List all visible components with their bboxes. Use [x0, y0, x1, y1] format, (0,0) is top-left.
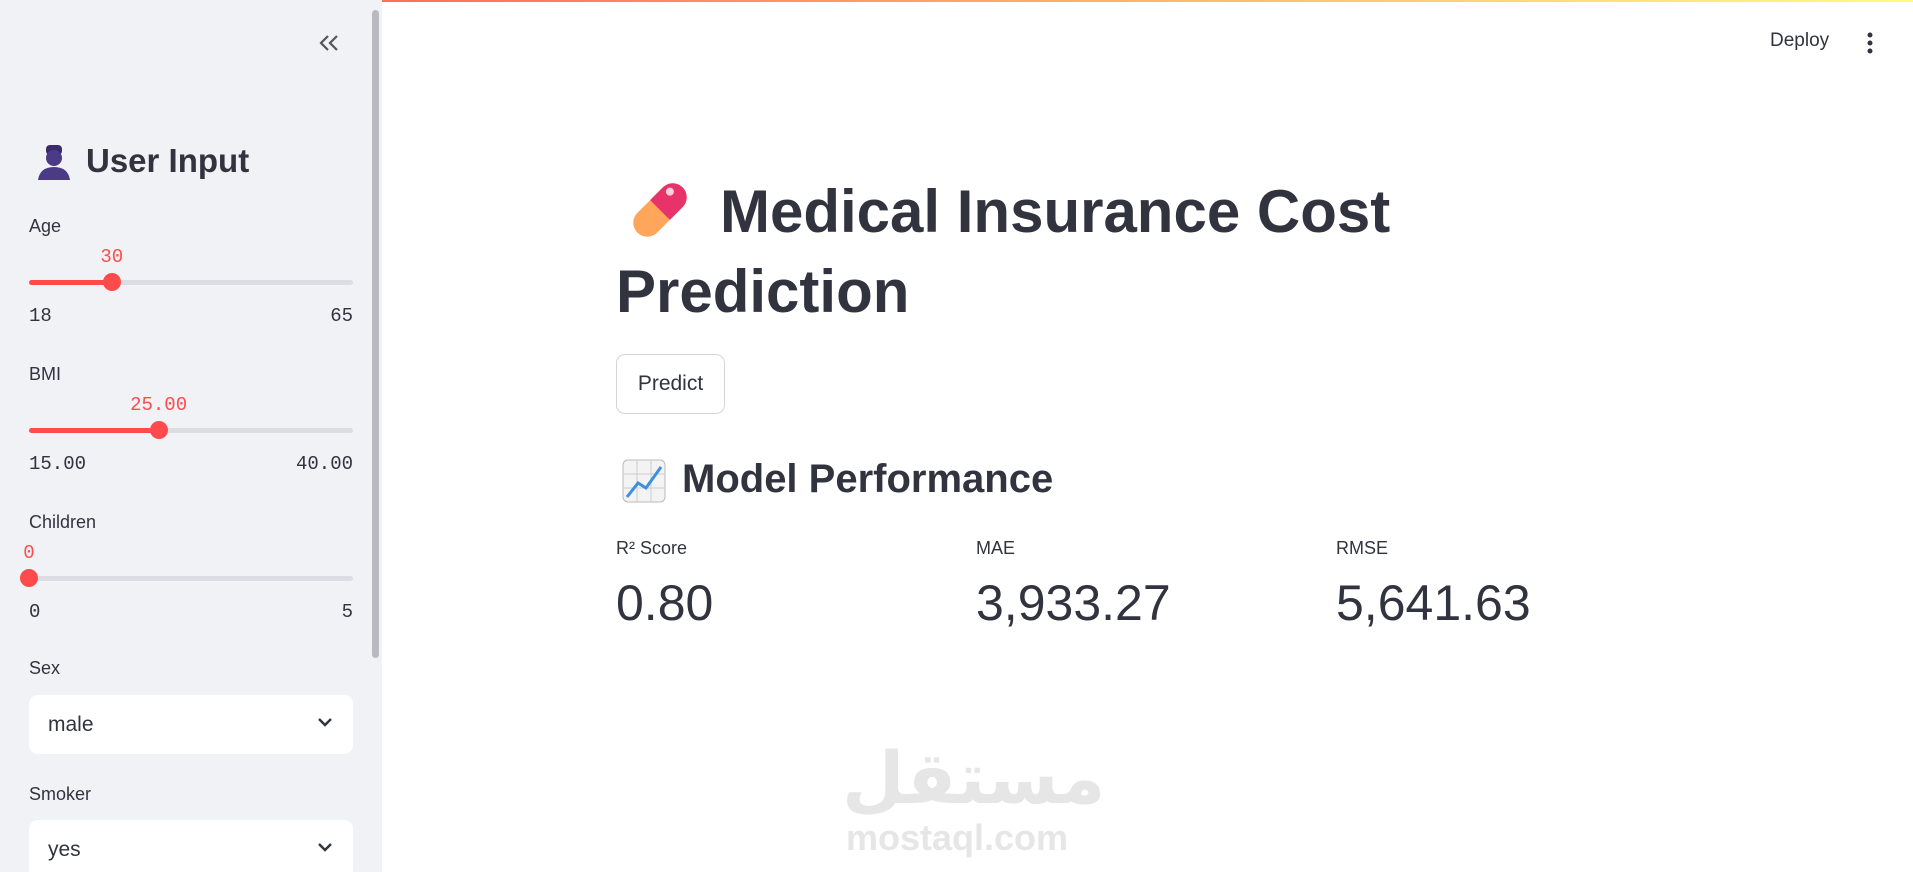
- predict-button[interactable]: Predict: [616, 354, 725, 414]
- select-value: male: [48, 713, 94, 736]
- slider-label: Age: [29, 216, 62, 236]
- slider-max: 40.00: [295, 453, 353, 475]
- slider-track[interactable]: [29, 280, 353, 285]
- sidebar: User Input Age 30 18 65 BMI 25.00 15.00 40.00 Ch…: [0, 0, 382, 872]
- slider-max: 65: [330, 305, 353, 327]
- slider-value: 0: [23, 542, 35, 564]
- metric-label: MAE: [976, 538, 1016, 558]
- select-value: yes: [48, 838, 81, 861]
- watermark-latin: mostaql.com: [845, 817, 1069, 858]
- slider-label: BMI: [29, 364, 62, 384]
- watermark-arabic: مستقل: [842, 736, 1106, 820]
- metric-label: R² Score: [616, 538, 688, 558]
- menu-button[interactable]: [1864, 31, 1876, 57]
- slider-min: 18: [29, 305, 52, 327]
- chevron: [318, 718, 332, 727]
- watermark: مستقل mostaql.com: [842, 736, 1106, 858]
- top-decoration: [0, 0, 1913, 2]
- metric-label: RMSE: [1336, 538, 1389, 558]
- collapse-button[interactable]: [317, 33, 341, 53]
- chevron: [318, 843, 332, 852]
- slider-label: Children: [29, 512, 97, 532]
- sex-select[interactable]: male: [29, 695, 353, 754]
- user-icon: [38, 145, 70, 180]
- slider-track[interactable]: [29, 576, 353, 581]
- slider-thumb[interactable]: [20, 569, 38, 587]
- subheader: Model Performance: [682, 457, 1054, 501]
- metric-value: 5,641.63: [1336, 575, 1531, 631]
- slider-min: 0: [29, 601, 41, 623]
- slider-thumb[interactable]: [149, 421, 168, 439]
- slider-max: 5: [341, 601, 353, 623]
- slider-fill: [29, 280, 112, 285]
- slider-min: 15.00: [29, 453, 87, 475]
- slider-fill: [29, 428, 159, 433]
- scrollbar[interactable]: [372, 10, 379, 658]
- select-label: Smoker: [29, 784, 92, 804]
- sidebar-title: User Input: [86, 142, 250, 179]
- slider-track[interactable]: [29, 428, 353, 433]
- smoker-select[interactable]: yes: [29, 820, 353, 872]
- metric-value: 3,933.27: [976, 575, 1171, 631]
- slider-value: 30: [100, 246, 124, 268]
- slider-value: 25.00: [130, 394, 188, 416]
- select-label: Sex: [29, 658, 61, 678]
- page-title: Medical Insurance Cost Prediction: [616, 178, 1391, 325]
- chart-icon: [622, 459, 666, 503]
- slider-thumb[interactable]: [102, 273, 121, 291]
- deploy-button[interactable]: Deploy: [1770, 30, 1830, 51]
- metric-value: 0.80: [616, 575, 714, 631]
- pill-icon: [633, 183, 687, 237]
